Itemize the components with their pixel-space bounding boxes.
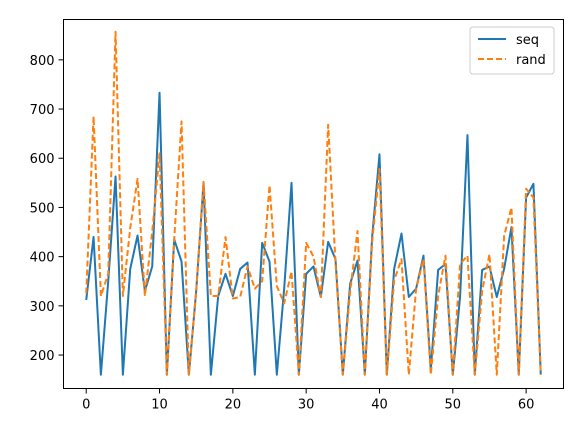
x-tick-label: 50 <box>445 398 462 413</box>
x-tick-label: 0 <box>82 398 90 413</box>
x-tick-label: 10 <box>151 398 168 413</box>
axes-frame <box>63 19 564 389</box>
y-tick-label: 500 <box>30 201 55 216</box>
legend-label-seq: seq <box>516 33 539 48</box>
series-line-rand <box>85 30 542 376</box>
y-tick-label: 300 <box>30 300 55 315</box>
y-tick-label: 600 <box>30 152 55 167</box>
x-tick-label: 40 <box>371 398 388 413</box>
y-tick-label: 700 <box>30 103 55 118</box>
x-axis: 0 10 20 30 40 50 60 <box>82 388 535 413</box>
legend: seq rand <box>469 26 555 75</box>
x-tick-label: 20 <box>225 398 242 413</box>
legend-label-rand: rand <box>516 53 546 68</box>
y-tick-label: 800 <box>30 54 55 69</box>
series-layer <box>85 30 542 376</box>
x-tick-label: 60 <box>518 398 535 413</box>
series-line-seq <box>85 91 542 376</box>
y-tick-label: 200 <box>30 349 55 364</box>
x-tick-label: 30 <box>298 398 315 413</box>
y-tick-label: 400 <box>30 251 55 266</box>
plot-area <box>63 19 564 389</box>
y-axis: 200 300 400 500 600 700 800 <box>30 54 64 364</box>
